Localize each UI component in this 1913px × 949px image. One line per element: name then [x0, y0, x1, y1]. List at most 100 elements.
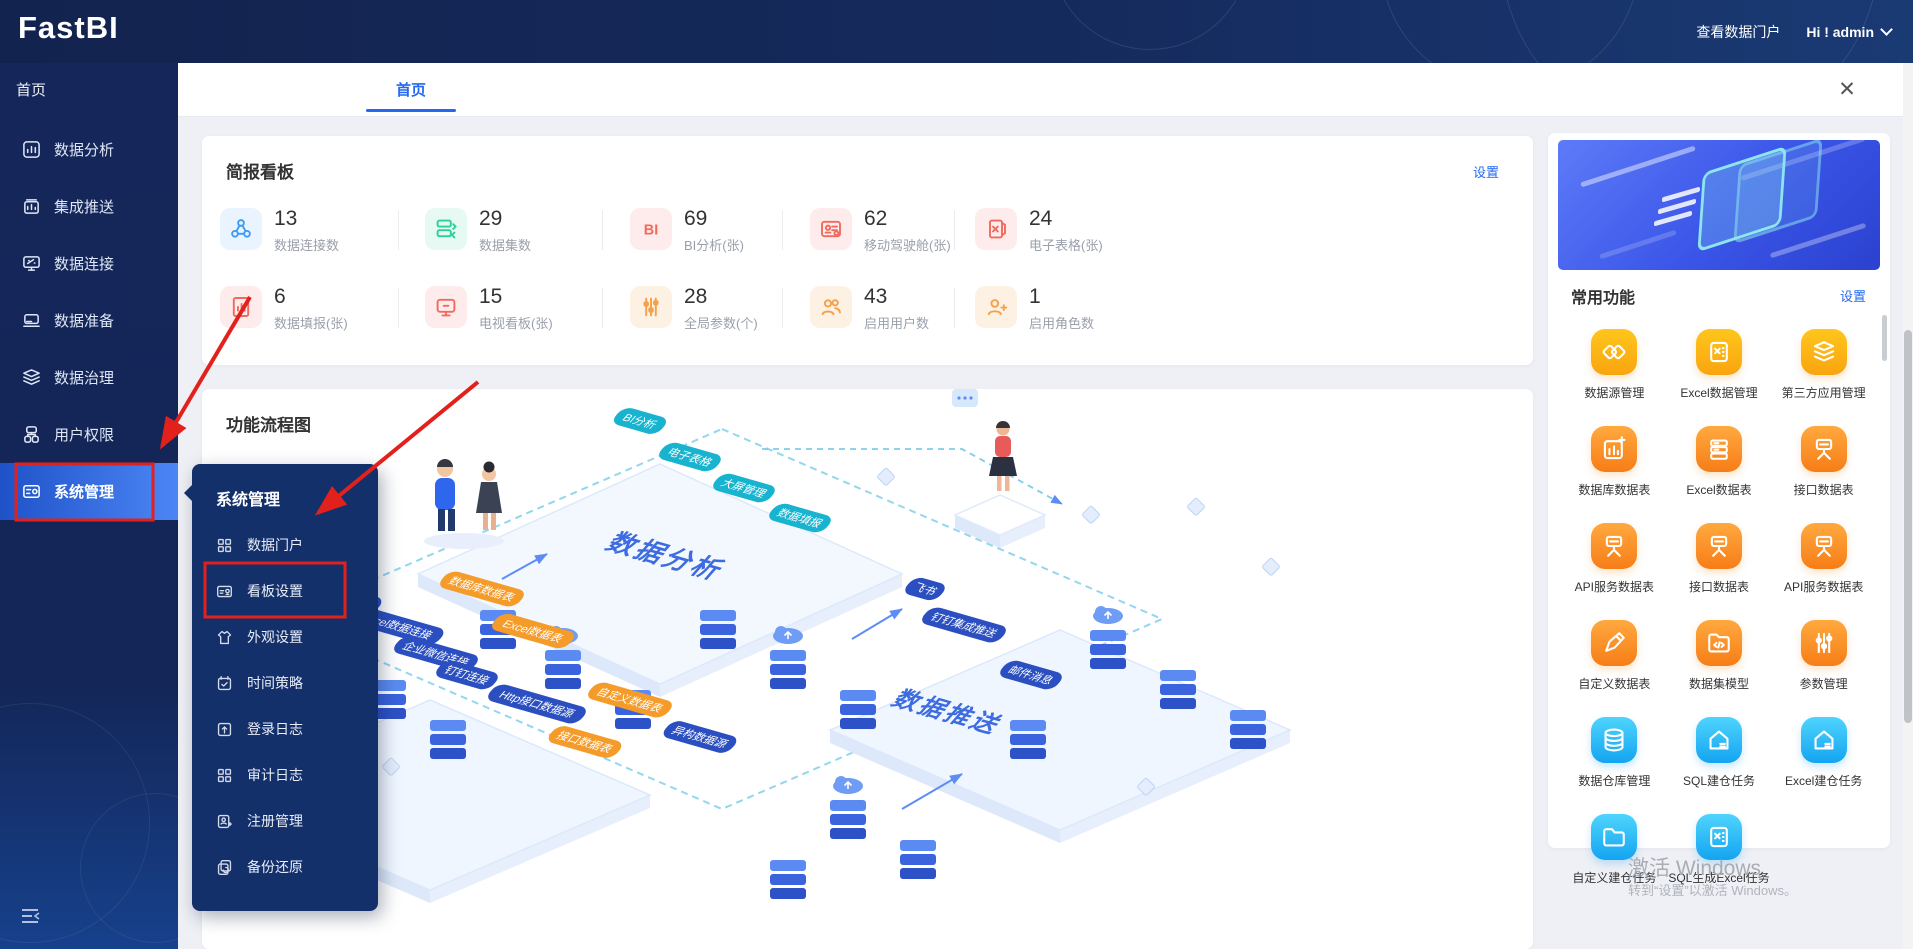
quick-item-label: SQL建仓任务 — [1682, 774, 1755, 788]
stat-3: 62 移动驾驶舱(张) — [810, 208, 951, 254]
flow-pill-7: 钉钉连接 — [436, 660, 498, 690]
briefing-settings-link[interactable]: 设置 — [1472, 165, 1499, 180]
platform-top — [828, 629, 1292, 831]
quick-item-14[interactable]: Excel建仓任务 — [1771, 717, 1876, 789]
sidebar-collapse-icon[interactable] — [20, 908, 40, 924]
quick-item-label: 接口数据表 — [1793, 483, 1854, 497]
view-data-portal-link[interactable]: 查看数据门户 — [1696, 23, 1781, 40]
quick-item-1[interactable]: Excel数据管理 — [1667, 329, 1772, 401]
stat-value: 6 — [274, 285, 286, 308]
quick-item-0[interactable]: 数据源管理 — [1562, 329, 1667, 401]
briefing-title: 简报看板 — [226, 163, 294, 182]
quick-item-10[interactable]: 数据集模型 — [1667, 620, 1772, 692]
sidebar-item-3[interactable]: 数据准备 — [0, 292, 178, 349]
sidebar-item-6[interactable]: 系统管理 — [0, 463, 178, 520]
popup-item-4[interactable]: 登录日志 — [192, 706, 378, 752]
sidebar-item-1[interactable]: 集成推送 — [0, 178, 178, 235]
quick-item-8[interactable]: API服务数据表 — [1771, 523, 1876, 595]
sidebar-item-0[interactable]: 数据分析 — [0, 121, 178, 178]
flow-pill-label: 飞书 — [909, 581, 939, 597]
stat-7: 28 全局参数(个) — [630, 286, 758, 332]
quick-panel-settings-link[interactable]: 设置 — [1839, 289, 1866, 304]
projector-icon — [1800, 523, 1847, 569]
chart-plus-icon — [1591, 426, 1638, 472]
top-header: FastBI 查看数据门户 Hi ! admin — [0, 0, 1913, 63]
stat-value: 69 — [684, 207, 708, 230]
quick-item-16[interactable]: SQL生成Excel任务 — [1667, 814, 1772, 886]
tab-home[interactable]: 首页 — [395, 82, 426, 99]
calendar-check-icon — [216, 675, 233, 692]
quick-item-5[interactable]: 接口数据表 — [1771, 426, 1876, 498]
sidebar-item-home[interactable]: 首页 — [16, 82, 47, 99]
stat-6: 15 电视看板(张) — [425, 286, 553, 332]
page-scrollbar[interactable] — [1903, 63, 1913, 949]
popup-item-6[interactable]: 注册管理 — [192, 798, 378, 844]
panel-scrollbar-thumb[interactable] — [1882, 315, 1887, 361]
server-tower — [1160, 670, 1196, 709]
tab-active-underline — [366, 109, 456, 112]
stat-label: 电子表格(张) — [1029, 238, 1103, 253]
stat-label: 移动驾驶舱(张) — [864, 238, 951, 253]
dashed-connector — [762, 448, 1063, 505]
card-gear-icon — [22, 482, 41, 501]
users-icon — [810, 286, 852, 328]
platform-side — [430, 795, 650, 903]
quick-item-9[interactable]: 自定义数据表 — [1562, 620, 1667, 692]
flow-pill-0: BI分析 — [614, 408, 666, 434]
user-menu[interactable]: Hi ! admin — [1806, 23, 1893, 40]
quick-item-label: SQL生成Excel任务 — [1668, 871, 1770, 885]
system-management-popup: 系统管理 数据门户 看板设置 外观设置 时间策略 登录日志 审计日志 注册管理 备份还原 — [184, 464, 378, 911]
flowchart-illustration: 数据分析数据连接数据推送BI分析电子表格大屏管理数据填报数据库连接Excel数据… — [208, 389, 1292, 903]
flow-pill-2: 大屏管理 — [713, 473, 775, 503]
sidebar-item-4[interactable]: 数据治理 — [0, 349, 178, 406]
quick-item-label: 自定义数据表 — [1578, 677, 1651, 691]
quick-item-7[interactable]: 接口数据表 — [1667, 523, 1772, 595]
server-tower — [900, 840, 936, 879]
monitor-icon — [22, 254, 41, 273]
popup-item-2[interactable]: 外观设置 — [192, 614, 378, 660]
quick-item-2[interactable]: 第三方应用管理 — [1771, 329, 1876, 401]
popup-item-7[interactable]: 备份还原 — [192, 844, 378, 890]
flowchart-panel: 数据分析数据连接数据推送BI分析电子表格大屏管理数据填报数据库连接Excel数据… — [202, 389, 1533, 949]
quick-item-11[interactable]: 参数管理 — [1771, 620, 1876, 692]
stat-value: 1 — [1029, 285, 1041, 308]
server-tower — [770, 860, 806, 899]
server-tower — [430, 720, 466, 759]
quick-panel-title: 常用功能 — [1571, 290, 1636, 307]
popup-item-5[interactable]: 审计日志 — [192, 752, 378, 798]
popup-item-3[interactable]: 时间策略 — [192, 660, 378, 706]
svg-text:BI: BI — [644, 222, 658, 238]
sidebar-item-label: 数据连接 — [54, 256, 115, 273]
popup-item-label: 数据门户 — [247, 537, 303, 553]
layers3-icon — [1800, 329, 1847, 375]
quick-item-3[interactable]: 数据库数据表 — [1562, 426, 1667, 498]
sidebar-item-5[interactable]: 用户权限 — [0, 406, 178, 463]
sidebar-item-label: 数据分析 — [54, 142, 115, 159]
sidebar-item-2[interactable]: 数据连接 — [0, 235, 178, 292]
platform-side — [1060, 730, 1290, 843]
grid-icon — [216, 767, 233, 784]
page-scrollbar-thumb[interactable] — [1904, 330, 1912, 723]
popup-item-1[interactable]: 看板设置 — [192, 568, 378, 614]
quick-item-label: 数据集模型 — [1688, 677, 1749, 691]
stat-label: 数据集数 — [479, 238, 532, 253]
stat-label: 数据连接数 — [274, 238, 340, 253]
popup-item-0[interactable]: 数据门户 — [192, 522, 378, 568]
close-icon[interactable]: ✕ — [1838, 77, 1856, 101]
platform-side — [955, 515, 1000, 548]
platform-side — [1000, 515, 1045, 548]
flow-pill-1: 电子表格 — [659, 442, 721, 472]
quick-item-15[interactable]: 自定义建仓任务 — [1562, 814, 1667, 886]
quick-item-6[interactable]: API服务数据表 — [1562, 523, 1667, 595]
server-icon — [1695, 426, 1742, 472]
quick-item-4[interactable]: Excel数据表 — [1667, 426, 1772, 498]
quick-item-label: 数据库数据表 — [1578, 483, 1651, 497]
popup-item-label: 外观设置 — [247, 629, 303, 645]
flow-pill-15: 钉钉集成推送 — [922, 607, 1006, 643]
server-tower — [1230, 710, 1266, 749]
quick-item-12[interactable]: 数据仓库管理 — [1562, 717, 1667, 789]
stat-label: 电视看板(张) — [479, 316, 553, 331]
org-icon — [22, 425, 41, 444]
quick-item-13[interactable]: SQL建仓任务 — [1667, 717, 1772, 789]
doc-x-icon — [1695, 329, 1742, 375]
